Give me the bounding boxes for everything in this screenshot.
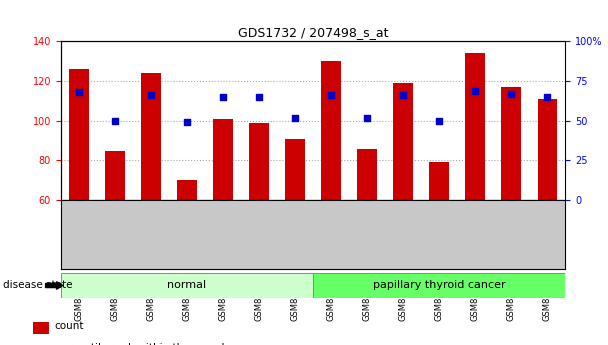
Text: papillary thyroid cancer: papillary thyroid cancer — [373, 280, 506, 290]
Bar — [69, 69, 89, 200]
Bar — [537, 99, 558, 200]
Bar — [105, 150, 125, 200]
Point — [542, 94, 552, 100]
Bar — [321, 61, 341, 200]
Point — [182, 120, 192, 125]
Bar — [313, 273, 565, 298]
Point — [326, 92, 336, 98]
Point — [218, 94, 228, 100]
Point — [398, 92, 408, 98]
Bar — [429, 162, 449, 200]
Bar — [61, 273, 313, 298]
Bar — [177, 180, 197, 200]
Bar — [465, 53, 485, 200]
Bar — [213, 119, 233, 200]
Point — [110, 118, 120, 124]
Point — [146, 92, 156, 98]
Bar — [141, 73, 161, 200]
Bar — [249, 123, 269, 200]
Bar — [393, 83, 413, 200]
Title: GDS1732 / 207498_s_at: GDS1732 / 207498_s_at — [238, 26, 389, 39]
Text: percentile rank within the sample: percentile rank within the sample — [55, 344, 230, 345]
Text: count: count — [55, 321, 85, 331]
Text: disease state: disease state — [3, 280, 72, 290]
Point — [471, 88, 480, 93]
Bar — [285, 139, 305, 200]
Point — [506, 91, 516, 97]
Bar — [502, 87, 521, 200]
Point — [290, 115, 300, 120]
Bar — [358, 148, 377, 200]
Point — [362, 115, 372, 120]
Text: normal: normal — [167, 280, 207, 290]
Point — [435, 118, 444, 124]
Point — [74, 89, 84, 95]
Point — [254, 94, 264, 100]
